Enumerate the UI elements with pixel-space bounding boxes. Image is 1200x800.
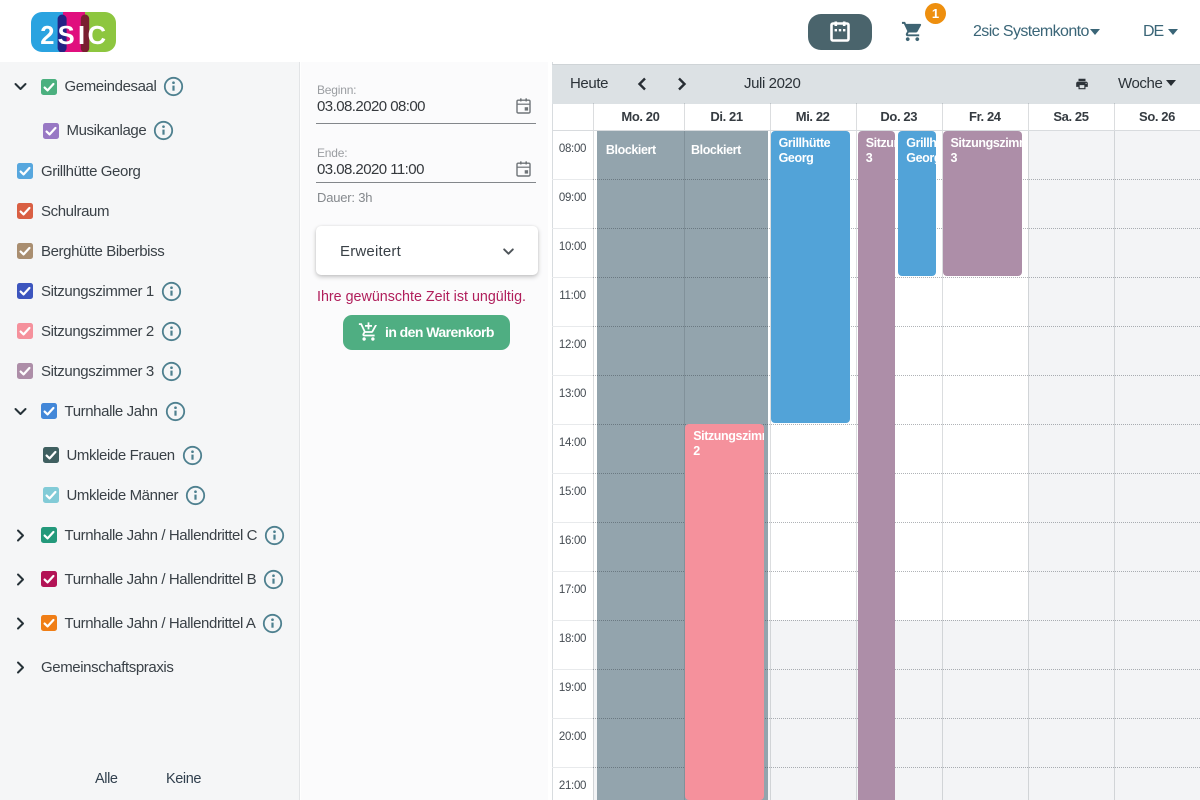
svg-text:C: C <box>88 22 106 50</box>
svg-text:2: 2 <box>40 22 54 50</box>
svg-text:I: I <box>78 22 85 50</box>
svg-text:S: S <box>58 22 75 50</box>
